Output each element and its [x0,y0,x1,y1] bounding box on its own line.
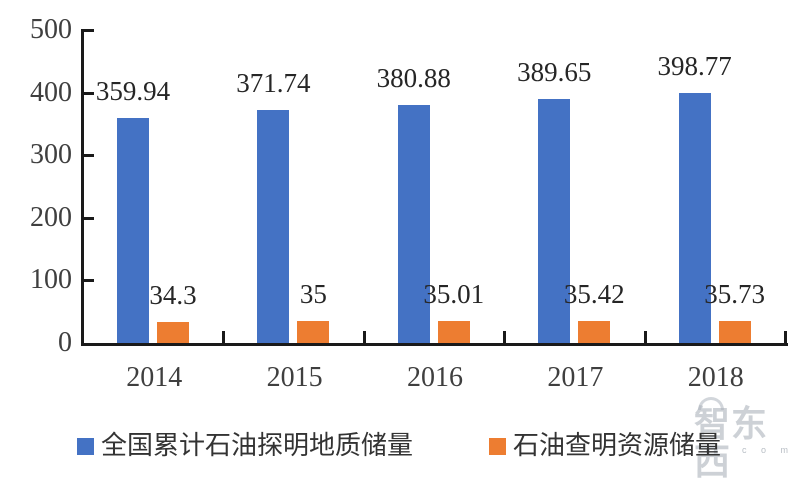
legend-label: 全国累计石油探明地质储量 [101,431,414,460]
bar-orange [578,320,611,343]
y-tick-label: 400 [30,76,72,108]
y-tick-label: 500 [30,14,72,45]
x-tick [362,331,366,343]
y-tick-label: 200 [30,201,72,233]
x-tick [503,331,507,343]
y-tick [84,29,94,32]
y-tick [84,216,94,220]
y-tick [84,154,94,158]
value-label: 398.77 [657,51,732,82]
bar-orange [437,321,470,343]
x-category-label: 2017 [547,362,604,393]
y-axis-line [81,29,84,346]
bar-orange [718,320,751,343]
x-tick [643,331,647,343]
x-category-label: 2018 [687,362,744,393]
y-tick [84,91,94,95]
x-category-label: 2014 [126,362,183,393]
bar-blue [397,104,430,343]
x-category-label: 2016 [407,362,463,393]
value-label: 35.42 [563,278,625,309]
bar-chart: 0 100 200 300 400 500 2014 2015 2016 2017 2018 359.… [30,14,795,481]
watermark-subtext: c o m [742,445,795,455]
value-label: 389.65 [517,57,592,88]
bar-blue [117,117,149,343]
y-tick [84,279,94,283]
bar-blue [538,99,571,343]
legend-item: 全国累计石油探明地质储量 [77,431,413,461]
legend-swatch-icon [77,437,94,455]
value-label: 34.3 [149,279,197,310]
value-label: 35 [299,279,327,310]
value-label: 371.74 [236,68,311,99]
bar-orange [297,321,330,343]
y-tick-label: 100 [30,264,72,296]
legend-label: 石油查明资源储量 [513,431,722,460]
x-tick [222,331,226,343]
y-tick-label: 0 [58,327,72,358]
legend-swatch-icon [489,437,506,455]
y-tick-label: 300 [30,139,72,171]
x-tick [784,331,787,343]
value-label: 35.01 [423,279,485,310]
value-label: 35.73 [704,278,765,309]
bar-blue [678,93,711,343]
x-category-label: 2015 [266,362,323,393]
watermark-arc-icon [698,397,724,410]
x-axis-line [81,343,788,346]
value-label: 359.94 [95,75,171,106]
value-label: 380.88 [376,62,451,93]
bar-orange [157,321,189,343]
bar-blue [257,110,290,343]
legend-item: 石油查明资源储量 [489,431,721,461]
